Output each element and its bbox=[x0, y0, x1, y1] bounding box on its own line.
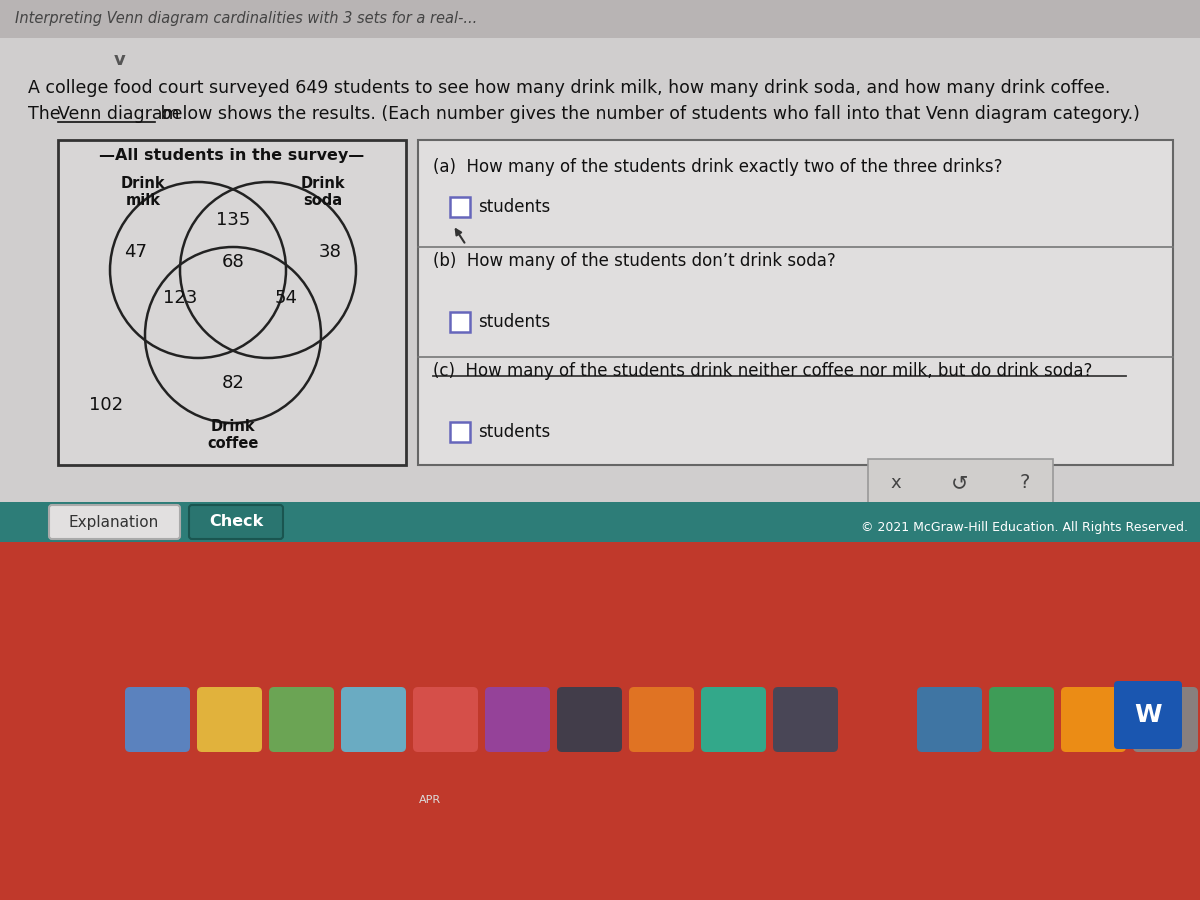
FancyBboxPatch shape bbox=[629, 687, 694, 752]
FancyBboxPatch shape bbox=[868, 459, 1054, 507]
Text: The: The bbox=[28, 105, 66, 123]
Text: A college food court surveyed 649 students to see how many drink milk, how many : A college food court surveyed 649 studen… bbox=[28, 79, 1110, 97]
FancyBboxPatch shape bbox=[485, 687, 550, 752]
Text: (a)  How many of the students drink exactly two of the three drinks?: (a) How many of the students drink exact… bbox=[433, 158, 1002, 176]
FancyBboxPatch shape bbox=[197, 687, 262, 752]
Text: (b)  How many of the students don’t drink soda?: (b) How many of the students don’t drink… bbox=[433, 252, 835, 270]
Text: 102: 102 bbox=[89, 396, 124, 414]
FancyBboxPatch shape bbox=[418, 140, 1174, 465]
Text: 82: 82 bbox=[222, 374, 245, 392]
Text: 47: 47 bbox=[125, 243, 148, 261]
FancyBboxPatch shape bbox=[450, 197, 470, 217]
FancyBboxPatch shape bbox=[190, 505, 283, 539]
Text: Drink
milk: Drink milk bbox=[121, 176, 166, 208]
Text: Venn diagram: Venn diagram bbox=[58, 105, 180, 123]
Text: 68: 68 bbox=[222, 253, 245, 271]
Text: ?: ? bbox=[1020, 473, 1030, 492]
Text: 38: 38 bbox=[318, 243, 342, 261]
FancyBboxPatch shape bbox=[917, 687, 982, 752]
FancyBboxPatch shape bbox=[0, 542, 1200, 900]
Text: APR: APR bbox=[419, 795, 442, 805]
Text: below shows the results. (Each number gives the number of students who fall into: below shows the results. (Each number gi… bbox=[155, 105, 1140, 123]
FancyBboxPatch shape bbox=[341, 687, 406, 752]
Text: 54: 54 bbox=[275, 289, 298, 307]
Text: W: W bbox=[1134, 703, 1162, 727]
Text: students: students bbox=[478, 198, 551, 216]
FancyBboxPatch shape bbox=[450, 422, 470, 442]
Text: ↺: ↺ bbox=[952, 473, 968, 493]
FancyBboxPatch shape bbox=[701, 687, 766, 752]
FancyBboxPatch shape bbox=[845, 687, 910, 752]
Text: Drink
soda: Drink soda bbox=[301, 176, 346, 208]
Text: (c)  How many of the students drink neither coffee nor milk, but do drink soda?: (c) How many of the students drink neith… bbox=[433, 362, 1092, 380]
Text: students: students bbox=[478, 313, 551, 331]
FancyBboxPatch shape bbox=[413, 687, 478, 752]
FancyBboxPatch shape bbox=[773, 687, 838, 752]
FancyBboxPatch shape bbox=[269, 687, 334, 752]
Text: v: v bbox=[114, 51, 126, 69]
FancyBboxPatch shape bbox=[1114, 681, 1182, 749]
FancyBboxPatch shape bbox=[450, 312, 470, 332]
Text: © 2021 McGraw-Hill Education. All Rights Reserved.: © 2021 McGraw-Hill Education. All Rights… bbox=[862, 520, 1188, 534]
FancyBboxPatch shape bbox=[1133, 687, 1198, 752]
FancyBboxPatch shape bbox=[1061, 687, 1126, 752]
FancyBboxPatch shape bbox=[49, 505, 180, 539]
FancyBboxPatch shape bbox=[58, 140, 406, 465]
Text: —All students in the survey—: —All students in the survey— bbox=[100, 148, 365, 163]
Text: Explanation: Explanation bbox=[68, 515, 160, 529]
Text: x: x bbox=[890, 474, 901, 492]
Text: Drink
coffee: Drink coffee bbox=[208, 418, 259, 451]
FancyBboxPatch shape bbox=[989, 687, 1054, 752]
Text: 123: 123 bbox=[163, 289, 197, 307]
FancyBboxPatch shape bbox=[0, 502, 1200, 542]
Text: 135: 135 bbox=[216, 211, 250, 229]
Text: Interpreting Venn diagram cardinalities with 3 sets for a real-...: Interpreting Venn diagram cardinalities … bbox=[14, 12, 478, 26]
Text: students: students bbox=[478, 423, 551, 441]
Text: Check: Check bbox=[209, 515, 263, 529]
FancyBboxPatch shape bbox=[557, 687, 622, 752]
FancyBboxPatch shape bbox=[0, 0, 1200, 38]
FancyBboxPatch shape bbox=[125, 687, 190, 752]
